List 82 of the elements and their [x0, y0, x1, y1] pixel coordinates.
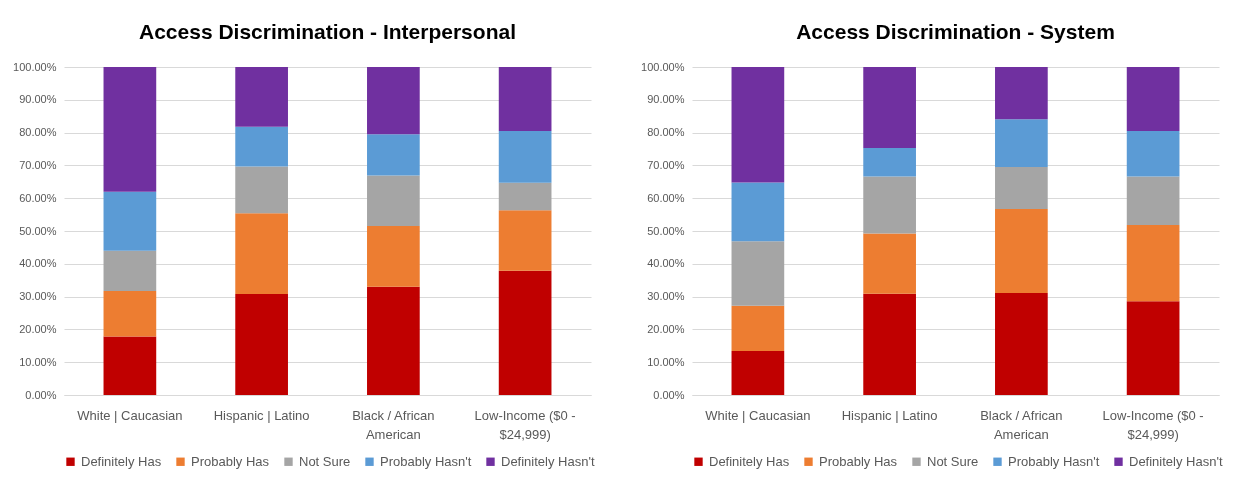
bar	[863, 176, 916, 234]
x-tick-label: Low-Income ($0 - $24,999)	[474, 407, 576, 442]
bar	[863, 148, 916, 177]
bar	[367, 226, 420, 287]
bar	[367, 67, 420, 135]
bar	[731, 241, 785, 306]
y-tick-label: 10.00%	[19, 355, 57, 368]
y-tick-label: 70.00%	[647, 158, 685, 171]
bar	[863, 293, 916, 395]
x-tick-label: Black / African American	[980, 407, 1063, 442]
y-tick-label: 70.00%	[19, 158, 57, 171]
legend-label: Not Sure	[299, 453, 351, 469]
y-tick-label: 100.00%	[641, 60, 685, 73]
bar	[235, 166, 288, 214]
legend-label: Not Sure	[927, 453, 979, 469]
x-tick-label: Low-Income ($0 - $24,999)	[1102, 407, 1204, 442]
bar	[731, 305, 785, 352]
x-tick-label: Black / African American	[352, 407, 435, 442]
y-tick-label: 20.00%	[647, 322, 685, 335]
legend-label: Probably Has	[191, 453, 270, 469]
bar	[498, 67, 552, 131]
bar	[1126, 301, 1180, 395]
y-tick-label: 90.00%	[647, 93, 685, 106]
bar	[103, 67, 157, 192]
bar	[103, 191, 157, 251]
x-tick-label: Hispanic | Latino	[213, 407, 310, 423]
bar	[1126, 130, 1180, 177]
y-tick-label: 0.00%	[25, 388, 57, 401]
x-tick-label: Hispanic | Latino	[841, 407, 938, 423]
bar	[235, 67, 288, 127]
chart-title: Access Discrimination - Interpersonal	[139, 20, 516, 43]
bar	[995, 292, 1048, 395]
y-tick-label: 0.00%	[653, 388, 685, 401]
legend-label: Definitely Hasn't	[501, 453, 595, 469]
y-tick-label: 20.00%	[19, 322, 57, 335]
bar	[103, 336, 157, 395]
bar	[995, 209, 1048, 293]
bar	[235, 213, 288, 294]
bar	[367, 286, 420, 395]
legend-label: Definitely Has	[709, 453, 790, 469]
x-tick-label: White | Caucasian	[705, 407, 811, 423]
bar	[731, 67, 785, 183]
bar	[498, 270, 552, 395]
bar	[235, 126, 288, 167]
bar	[1126, 176, 1180, 226]
y-tick-label: 40.00%	[19, 257, 57, 270]
chart-title: Access Discrimination - System	[796, 20, 1115, 43]
bar	[731, 351, 785, 395]
bar	[235, 293, 288, 395]
y-tick-label: 80.00%	[647, 126, 685, 139]
y-tick-label: 60.00%	[647, 191, 685, 204]
bar	[498, 210, 552, 271]
legend-label: Definitely Hasn't	[1129, 453, 1223, 469]
bar	[1126, 67, 1180, 131]
x-tick-label: White | Caucasian	[77, 407, 183, 423]
bar	[1126, 225, 1180, 302]
bar	[863, 67, 916, 149]
y-tick-label: 50.00%	[19, 224, 57, 237]
y-tick-label: 100.00%	[13, 60, 57, 73]
y-tick-label: 30.00%	[19, 290, 57, 303]
bar	[995, 67, 1048, 120]
legend-label: Definitely Has	[81, 453, 162, 469]
bar	[995, 119, 1048, 168]
y-tick-label: 30.00%	[647, 290, 685, 303]
bar	[367, 175, 420, 227]
bar	[367, 134, 420, 176]
y-tick-label: 90.00%	[19, 93, 57, 106]
legend-label: Probably Hasn't	[380, 453, 472, 469]
legend-label: Probably Has	[819, 453, 898, 469]
bar	[498, 130, 552, 183]
y-tick-label: 40.00%	[647, 257, 685, 270]
bar	[995, 167, 1048, 210]
y-tick-label: 10.00%	[647, 355, 685, 368]
bar	[731, 182, 785, 242]
bar	[103, 291, 157, 337]
bar	[863, 233, 916, 294]
legend-label: Probably Hasn't	[1008, 453, 1100, 469]
bar	[498, 182, 552, 211]
y-tick-label: 60.00%	[19, 191, 57, 204]
y-tick-label: 50.00%	[647, 224, 685, 237]
bar	[103, 250, 157, 292]
y-tick-label: 80.00%	[19, 126, 57, 139]
